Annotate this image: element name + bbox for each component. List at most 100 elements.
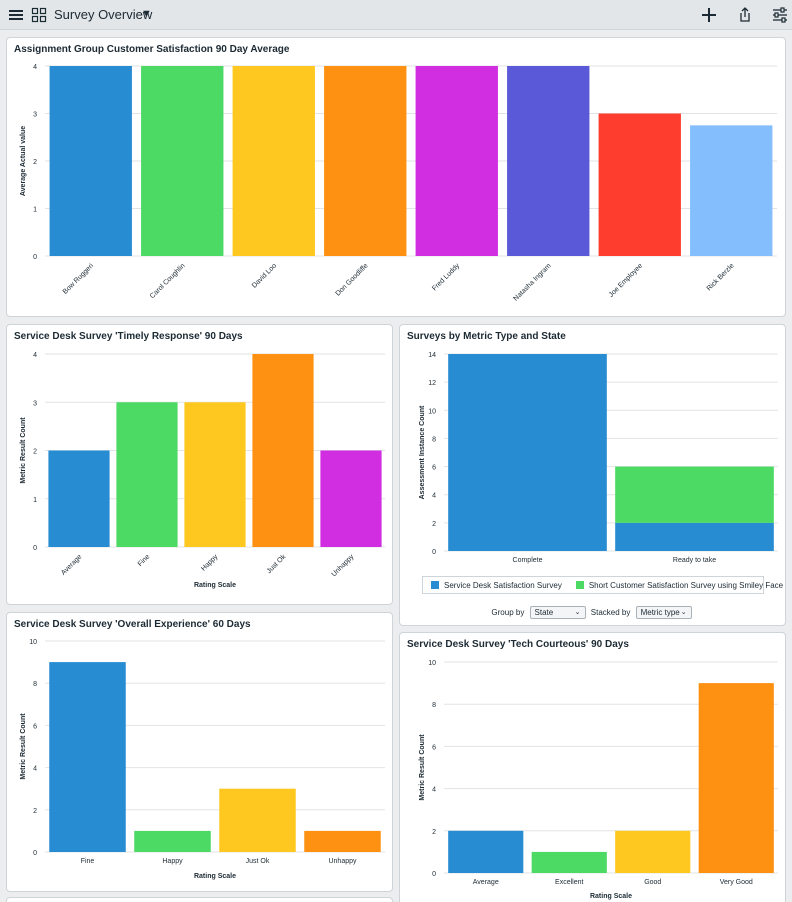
x-tick-label: David Loo — [251, 262, 278, 289]
group-by-select[interactable]: State ⌄ — [529, 606, 586, 619]
y-tick-label: 2 — [432, 521, 436, 528]
y-tick-label: 6 — [432, 744, 436, 751]
y-tick-label: 12 — [428, 380, 436, 387]
x-tick-label: Fine — [81, 858, 95, 865]
x-tick-label: Don Goodliffe — [335, 262, 370, 297]
bar — [507, 66, 590, 256]
y-tick-label: 3 — [33, 400, 37, 407]
timely-response-card: Service Desk Survey 'Timely Response' 90… — [6, 324, 393, 605]
legend-item[interactable]: Service Desk Satisfaction Survey — [431, 581, 562, 590]
bar — [320, 450, 382, 547]
bar — [49, 66, 132, 256]
assignment-satisfaction-card: Assignment Group Customer Satisfaction 9… — [6, 37, 786, 317]
y-tick-label: 4 — [33, 352, 37, 359]
bar — [531, 851, 607, 873]
x-tick-label: Just Ok — [246, 858, 270, 865]
y-tick-label: 3 — [33, 112, 37, 119]
y-axis-label: Metric Result Count — [419, 734, 426, 801]
grid-icon[interactable] — [30, 6, 48, 24]
card-title: Assignment Group Customer Satisfaction 9… — [14, 44, 290, 55]
y-tick-label: 0 — [432, 871, 436, 878]
x-tick-label: Ready to take — [673, 557, 716, 564]
y-axis-label: Assessment Instance Count — [419, 405, 426, 499]
bar — [184, 402, 246, 547]
sliders-icon[interactable] — [771, 6, 789, 24]
x-tick-label: Good — [644, 879, 661, 886]
x-tick-label: Happy — [200, 553, 220, 573]
metric-type-state-chart: 0 2 4 6 8 10 12 14 Assessment Instance Count Comp… — [419, 352, 778, 564]
bar — [116, 402, 178, 547]
x-tick-label: Excellent — [555, 879, 583, 886]
bar — [698, 683, 774, 873]
y-axis-label: Metric Result Count — [20, 417, 27, 484]
bar — [448, 354, 607, 551]
y-tick-label: 0 — [33, 545, 37, 552]
legend-item[interactable]: Short Customer Satisfaction Survey using… — [575, 581, 783, 590]
x-tick-label: Fred Luddy — [431, 262, 461, 292]
y-tick-label: 14 — [428, 352, 436, 359]
y-tick-label: 8 — [432, 702, 436, 709]
share-icon[interactable] — [736, 6, 754, 24]
bar — [49, 662, 126, 852]
y-tick-label: 2 — [33, 159, 37, 166]
tech-courteous-card: Service Desk Survey 'Tech Courteous' 90 … — [399, 632, 786, 902]
x-tick-label: Bow Ruggeri — [62, 262, 96, 296]
y-tick-label: 6 — [33, 723, 37, 730]
bar — [219, 788, 296, 852]
bar — [48, 450, 110, 547]
caret-down-icon[interactable]: ▼ — [141, 8, 152, 20]
y-tick-label: 8 — [432, 436, 436, 443]
bar — [141, 66, 224, 256]
overall-experience-chart: 0 2 4 6 8 10 Metric Result Count Fine Happy Just … — [20, 639, 385, 880]
y-tick-label: 4 — [432, 787, 436, 794]
bar — [134, 830, 211, 852]
x-tick-label: Unhappy — [328, 858, 357, 865]
y-tick-label: 4 — [33, 766, 37, 773]
y-tick-label: 6 — [432, 465, 436, 472]
x-axis-label: Rating Scale — [194, 873, 236, 880]
y-tick-label: 2 — [33, 449, 37, 456]
bar — [415, 66, 498, 256]
bar — [324, 66, 407, 256]
bar — [304, 830, 381, 852]
bar — [615, 466, 774, 523]
tech-courteous-chart: 0 2 4 6 8 10 Metric Result Count Average Excelle… — [419, 660, 778, 900]
y-axis-label: Average Actual value — [20, 126, 27, 196]
y-tick-label: 10 — [29, 639, 37, 646]
x-tick-label: Joe Employee — [608, 262, 644, 298]
hamburger-menu-icon[interactable] — [7, 6, 25, 24]
bar — [252, 354, 314, 547]
x-tick-label: Unhappy — [331, 553, 356, 578]
card-title: Service Desk Survey 'Overall Experience'… — [14, 619, 251, 630]
x-tick-label: Carol Coughlin — [149, 262, 187, 300]
metric-type-state-card: Surveys by Metric Type and State 0 2 4 6 8 10… — [399, 324, 786, 626]
y-tick-label: 0 — [33, 254, 37, 261]
y-tick-label: 4 — [432, 493, 436, 500]
y-tick-label: 10 — [428, 660, 436, 667]
page-title[interactable]: Survey Overview — [54, 7, 153, 22]
stacked-by-select[interactable]: Metric type ⌄ — [635, 606, 692, 619]
chart-controls: Group by State ⌄ Stacked by Metric type ⌄ — [400, 606, 785, 619]
chevron-down-icon: ⌄ — [574, 609, 581, 616]
x-axis-label: Rating Scale — [590, 893, 632, 900]
x-tick-label: Fine — [137, 553, 152, 568]
x-tick-label: Average — [473, 879, 499, 886]
plus-icon[interactable] — [700, 6, 718, 24]
y-tick-label: 4 — [33, 64, 37, 71]
chart-legend: Service Desk Satisfaction Survey Short C… — [422, 576, 783, 594]
x-tick-label: Complete — [513, 557, 543, 564]
next-card-partial — [6, 897, 393, 902]
y-tick-label: 1 — [33, 207, 37, 214]
card-title: Service Desk Survey 'Tech Courteous' 90 … — [407, 639, 629, 650]
card-title: Surveys by Metric Type and State — [407, 331, 566, 342]
overall-experience-card: Service Desk Survey 'Overall Experience'… — [6, 612, 393, 892]
y-tick-label: 2 — [432, 829, 436, 836]
stacked-by-label: Stacked by — [590, 608, 631, 617]
bar — [232, 66, 315, 256]
y-tick-label: 10 — [428, 408, 436, 415]
x-tick-label: Rick Berzle — [706, 262, 736, 292]
x-tick-label: Natasha Ingram — [512, 262, 552, 302]
bar — [615, 830, 691, 873]
bar — [448, 830, 524, 873]
chevron-down-icon: ⌄ — [680, 609, 687, 616]
